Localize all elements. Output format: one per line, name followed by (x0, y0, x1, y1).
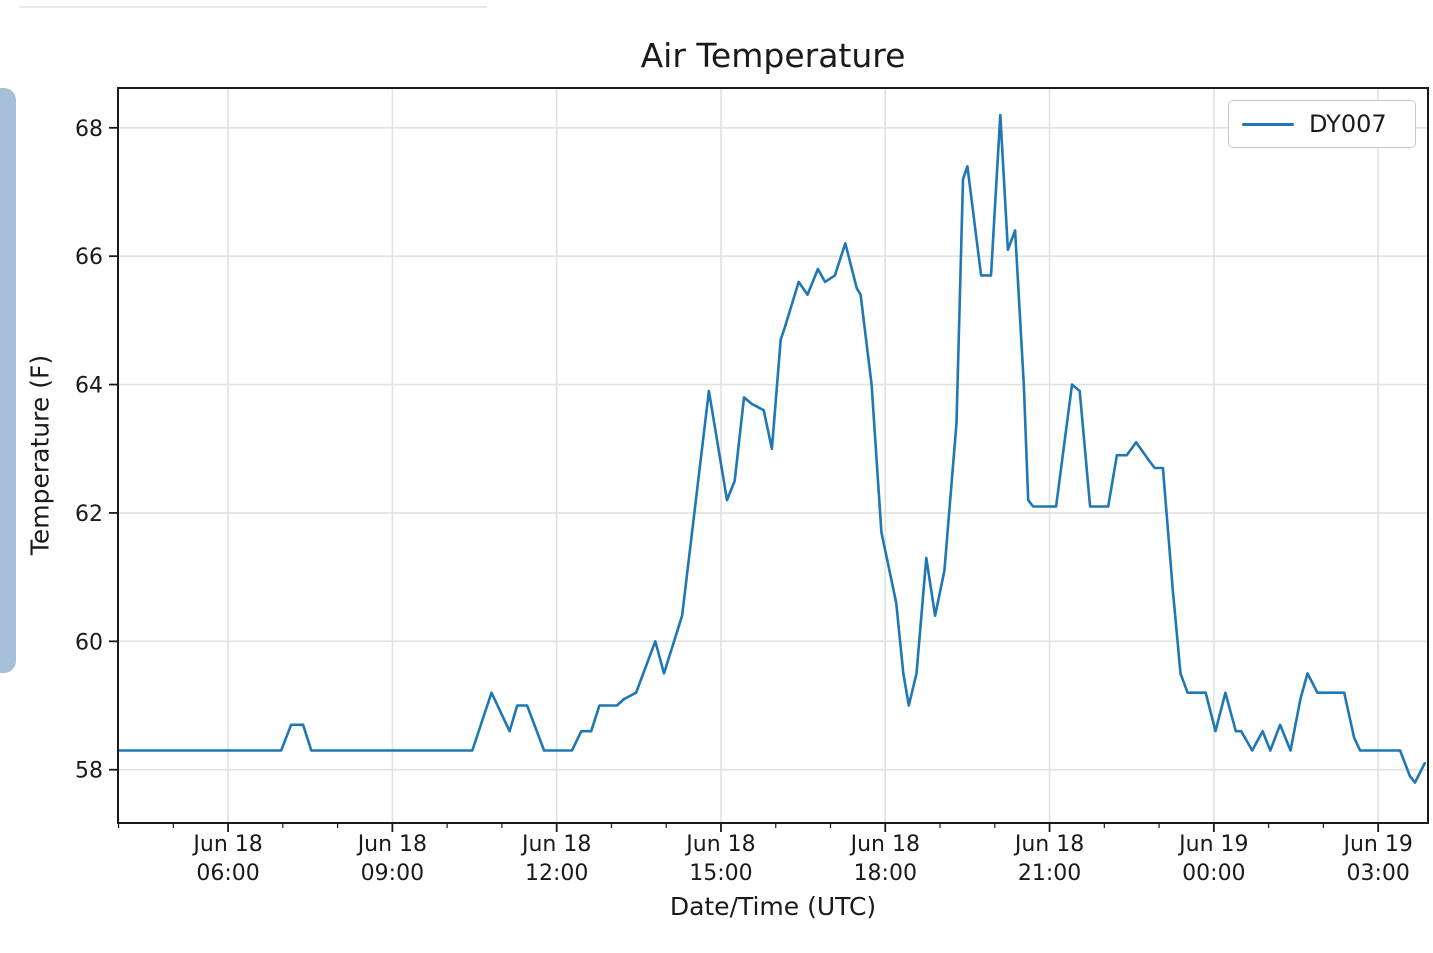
svg-text:68: 68 (75, 117, 103, 142)
svg-text:58: 58 (75, 759, 103, 784)
legend: DY007 (1228, 100, 1416, 148)
gridlines (118, 88, 1428, 823)
plot-frame (117, 87, 1429, 824)
x-axis-label: Date/Time (UTC) (669, 892, 877, 921)
svg-text:60: 60 (75, 630, 103, 655)
legend-series-label: DY007 (1309, 110, 1387, 138)
y-axis-label: Temperature (F) (25, 354, 55, 556)
legend-line-sample (1242, 122, 1294, 126)
svg-text:64: 64 (75, 374, 103, 399)
chart-title: Air Temperature (640, 36, 906, 75)
top-panel-divider (19, 6, 487, 8)
left-drawer-handle[interactable] (0, 88, 16, 673)
y-axis-ticks: 58 60 62 64 66 68 (75, 117, 118, 784)
svg-text:66: 66 (75, 245, 103, 270)
svg-text:62: 62 (75, 502, 103, 527)
x-axis-ticks: Jun 18 06:00 Jun 18 09:00 Jun 18 12:00 Jun 18 1… (191, 823, 1413, 886)
series-line-DY007 (117, 113, 1426, 784)
